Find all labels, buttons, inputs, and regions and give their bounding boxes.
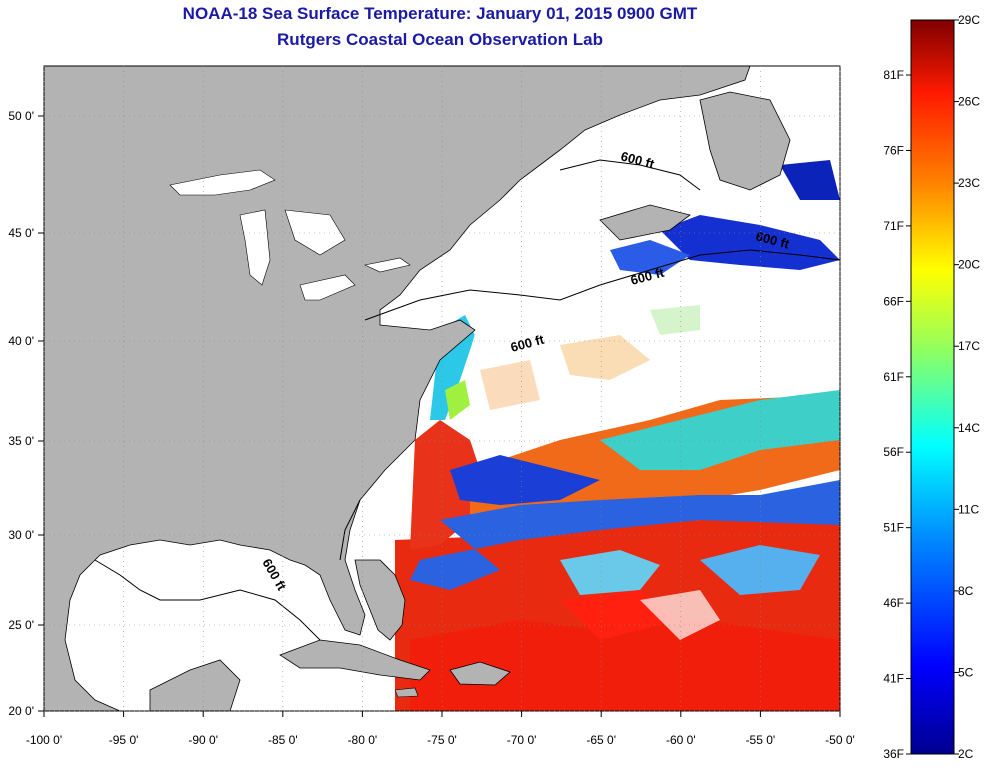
colorbar-fahrenheit-label: 56F xyxy=(883,445,904,459)
lon-tick-label: -55 0' xyxy=(746,733,776,747)
colorbar-celsius-label: 17C xyxy=(958,339,980,353)
colorbar-fahrenheit-label: 81F xyxy=(883,68,904,82)
colorbar-celsius-label: 5C xyxy=(958,665,974,679)
lat-tick-label: 20 0' xyxy=(8,704,34,718)
colorbar-celsius-labels: 29C 26C 23C 20C 17C 14C 11C 8C 5C 2C xyxy=(954,13,980,761)
lat-tick-label: 30 0' xyxy=(8,528,34,542)
colorbar-celsius-label: 20C xyxy=(958,258,980,272)
colorbar-fahrenheit-label: 71F xyxy=(883,219,904,233)
colorbar-celsius-label: 2C xyxy=(958,747,974,761)
colorbar-celsius-label: 11C xyxy=(958,502,979,516)
sst-data xyxy=(395,160,840,711)
colorbar xyxy=(910,19,955,755)
colorbar-celsius-label: 23C xyxy=(958,176,980,190)
lon-tick-label: -95 0' xyxy=(109,733,139,747)
lon-tick-label: -75 0' xyxy=(427,733,457,747)
colorbar-fahrenheit-label: 46F xyxy=(883,596,904,610)
land xyxy=(44,66,791,711)
isobath-contours xyxy=(94,159,840,641)
lon-tick-label: -60 0' xyxy=(666,733,696,747)
longitude-axis: -100 0' -95 0' -90 0' -85 0' -80 0' -75 0' -70… xyxy=(26,66,855,747)
colorbar-celsius-label: 8C xyxy=(958,584,974,598)
colorbar-fahrenheit-label: 41F xyxy=(883,672,904,686)
colorbar-fahrenheit-label: 61F xyxy=(883,370,904,384)
colorbar-fahrenheit-label: 76F xyxy=(883,143,904,157)
colorbar-fahrenheit-label: 36F xyxy=(883,747,904,761)
lon-tick-label: -65 0' xyxy=(586,733,616,747)
lat-tick-label: 35 0' xyxy=(8,434,34,448)
colorbar-fahrenheit-label: 66F xyxy=(883,294,904,308)
lat-tick-label: 45 0' xyxy=(8,226,34,240)
lon-tick-label: -100 0' xyxy=(26,733,62,747)
lon-tick-label: -85 0' xyxy=(268,733,298,747)
colorbar-fahrenheit-label: 51F xyxy=(883,521,904,535)
lat-tick-label: 40 0' xyxy=(8,334,34,348)
lon-tick-label: -70 0' xyxy=(507,733,537,747)
colorbar-celsius-label: 26C xyxy=(958,95,980,109)
map-title: NOAA-18 Sea Surface Temperature: January… xyxy=(182,4,698,23)
map-subtitle: Rutgers Coastal Ocean Observation Lab xyxy=(277,30,603,49)
lon-tick-label: -50 0' xyxy=(825,733,855,747)
colorbar-fahrenheit-labels: 81F 76F 71F 66F 61F 56F 51F 46F 41F 36F xyxy=(883,68,911,761)
colorbar-celsius-label: 29C xyxy=(958,13,980,27)
lat-tick-label: 25 0' xyxy=(8,618,34,632)
lon-tick-label: -80 0' xyxy=(348,733,378,747)
lon-tick-label: -90 0' xyxy=(188,733,218,747)
latitude-axis: 50 0' 45 0' 40 0' 35 0' 30 0' 25 0' 20 0' xyxy=(8,109,840,718)
lat-tick-label: 50 0' xyxy=(8,109,34,123)
colorbar-celsius-label: 14C xyxy=(958,421,980,435)
